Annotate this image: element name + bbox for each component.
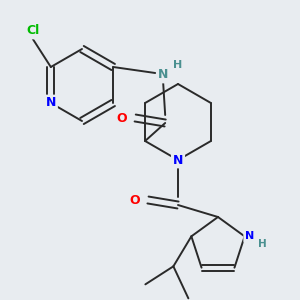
Text: N: N <box>245 231 254 241</box>
Text: Cl: Cl <box>26 25 39 38</box>
Text: O: O <box>117 112 128 124</box>
Text: N: N <box>173 154 183 166</box>
Text: N: N <box>46 97 56 110</box>
Text: H: H <box>258 239 267 249</box>
Text: O: O <box>130 194 140 206</box>
Text: H: H <box>172 60 182 70</box>
Text: N: N <box>158 68 168 82</box>
